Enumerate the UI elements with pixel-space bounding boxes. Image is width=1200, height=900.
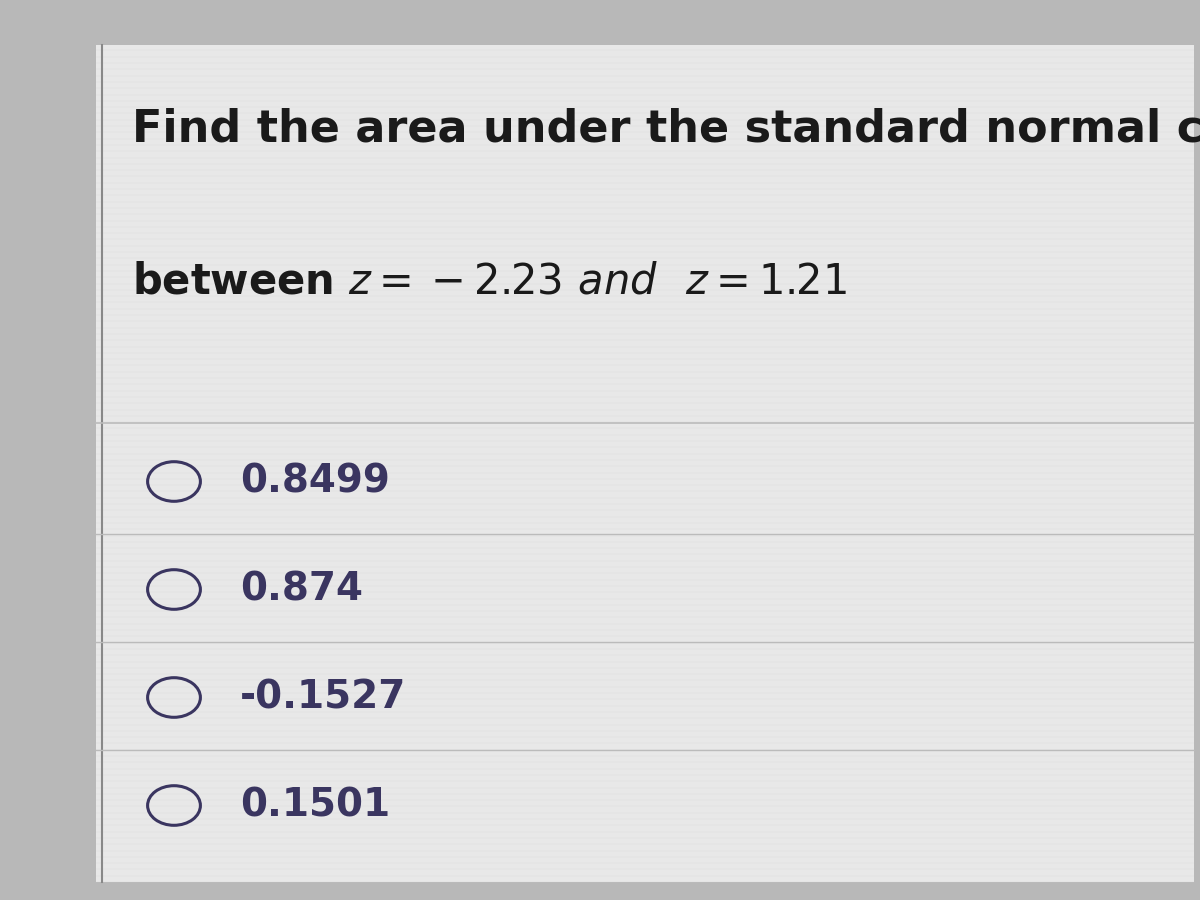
Text: $\mathbf{between}$ $z = -2.23$ $\mathit{and}$  $z = 1.21$: $\mathbf{between}$ $z = -2.23$ $\mathit{… (132, 261, 847, 303)
Text: 0.874: 0.874 (240, 571, 364, 608)
FancyBboxPatch shape (96, 45, 1194, 882)
Text: 0.1501: 0.1501 (240, 787, 390, 824)
Text: Find the area under the standard normal curve;: Find the area under the standard normal … (132, 108, 1200, 151)
Text: -0.1527: -0.1527 (240, 679, 407, 716)
Text: 0.8499: 0.8499 (240, 463, 390, 500)
